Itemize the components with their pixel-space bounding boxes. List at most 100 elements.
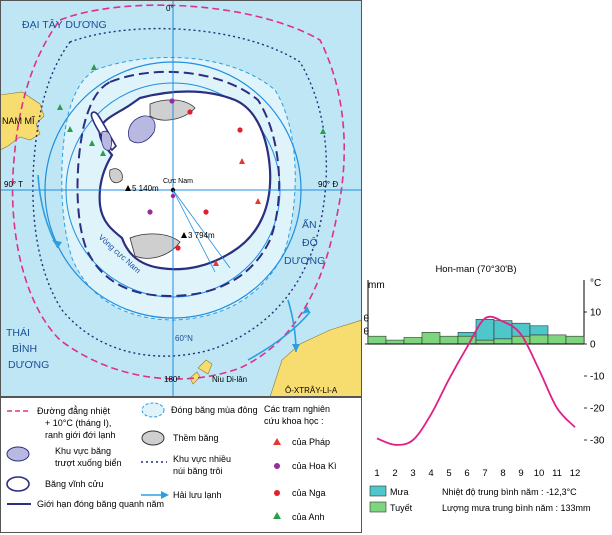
station-russia-marker	[175, 245, 181, 251]
south-america-label: NAM MĨ	[2, 116, 35, 126]
legend-permanent-ice-symbol	[6, 476, 30, 492]
legend-isotherm-label-3: ranh giới đới lạnh	[45, 430, 115, 440]
legend-stations-title-2: cứu khoa học :	[264, 416, 324, 426]
pacific-ocean-label-2: BÌNH	[12, 342, 37, 355]
legend-winter-ice-symbol	[141, 402, 165, 418]
snow-bar	[421, 332, 441, 345]
snow-legend-swatch	[369, 501, 387, 513]
month-label: 10	[534, 468, 545, 479]
legend-station-uk-label: của Anh	[292, 512, 325, 522]
chart-title: Hon-man (70°30'B)	[435, 264, 516, 275]
snow-bar	[529, 334, 549, 345]
peak-marker	[181, 232, 187, 238]
station-usa-marker	[169, 98, 175, 104]
legend-permanent-ice-label: Băng vĩnh cửu	[45, 479, 104, 489]
annual-temperature-note: Nhiệt độ trung bình năm : -12,3°C	[442, 487, 577, 497]
rain-bar	[529, 325, 549, 336]
meridian-90w-label: 90° T	[4, 180, 23, 189]
antarctica-map: ĐẠI TÂY DƯƠNG ẤN ĐỘ DƯƠNG THÁI BÌNH DƯƠN…	[0, 0, 362, 397]
australia-land	[269, 319, 362, 397]
legend-ice-shelf-symbol	[141, 430, 165, 446]
month-label: 1	[374, 468, 379, 479]
right-tick-label: 0	[590, 340, 596, 351]
legend-isotherm-label-2: + 10°C (tháng I),	[45, 418, 111, 428]
month-label: 5	[446, 468, 451, 479]
left-tick-label: 20	[364, 314, 370, 325]
legend-station-russia-symbol	[274, 490, 280, 496]
rain-legend-swatch	[369, 485, 387, 497]
isotherm-10c-line	[11, 4, 346, 380]
meridian-0-label: 0°	[166, 4, 174, 13]
month-label: 2	[392, 468, 397, 479]
snow-bar	[403, 337, 423, 345]
legend-station-uk-symbol	[273, 512, 281, 519]
snow-bar	[547, 334, 567, 345]
legend-icebergs-label-1: Khu vực nhiều	[173, 454, 231, 464]
map-legend: Đường đẳng nhiệt + 10°C (tháng I), ranh …	[0, 397, 362, 533]
legend-station-russia-label: của Nga	[292, 488, 326, 498]
peak-marker	[125, 185, 131, 191]
legend-winter-ice-label: Đóng băng mùa đông	[171, 405, 258, 415]
station-russia-marker	[187, 109, 193, 115]
australia-label: Ô-XTRÂY-LI-A	[285, 386, 338, 395]
snow-bar	[385, 339, 405, 345]
snow-bar	[475, 339, 495, 345]
peak-1-label: 5 140m	[132, 184, 159, 193]
climate-chart: Hon-man (70°30'B) mm °C 20100100-10-20-3…	[364, 264, 605, 513]
rain-bar	[475, 318, 495, 341]
meridian-90e-label: 90° Đ	[318, 180, 338, 189]
peak-2-label: 3 794m	[188, 231, 215, 240]
rain-bar	[493, 320, 513, 340]
legend-stations-title-1: Các trạm nghiên	[264, 404, 330, 414]
month-label: 7	[482, 468, 487, 479]
snow-bar	[367, 335, 387, 345]
station-russia-marker	[203, 209, 209, 215]
snow-bar	[565, 335, 585, 345]
parallel-60-label: 60°N	[175, 334, 193, 343]
snow-bar	[511, 335, 531, 345]
station-uk-marker	[100, 150, 106, 156]
legend-glacier-symbol	[6, 446, 30, 462]
station-uk-marker	[91, 64, 97, 70]
month-label: 8	[500, 468, 505, 479]
station-usa-marker	[147, 209, 153, 215]
month-label: 6	[464, 468, 469, 479]
station-usa-marker	[170, 193, 176, 199]
right-tick-label: -30	[590, 436, 605, 447]
new-zealand-land	[197, 359, 213, 375]
new-zealand-label: Niu Di-lân	[212, 375, 247, 384]
year-round-ice-limit	[76, 70, 281, 298]
south-pole-label: Cực Nam	[163, 178, 193, 185]
month-label: 4	[428, 468, 433, 479]
legend-ice-shelf-label: Thềm băng	[173, 433, 219, 443]
station-uk-marker	[67, 126, 73, 132]
legend-glacier-label-2: trượt xuống biển	[55, 458, 121, 468]
indian-ocean-label-2: ĐỘ	[302, 236, 318, 249]
legend-cold-current-label: Hải lưu lạnh	[173, 490, 222, 500]
south-america-land	[0, 91, 45, 151]
month-label: 9	[518, 468, 523, 479]
station-uk-marker	[57, 104, 63, 110]
station-france-marker	[213, 260, 219, 266]
station-uk-marker	[89, 140, 95, 146]
atlantic-ocean-label: ĐẠI TÂY DƯƠNG	[22, 18, 107, 31]
station-france-marker	[255, 198, 261, 204]
left-axis-unit: mm	[368, 280, 385, 291]
legend-isotherm-label-1: Đường đẳng nhiệt	[37, 405, 110, 416]
right-axis-unit: °C	[590, 278, 601, 289]
snow-bar	[493, 338, 513, 345]
pacific-ocean-label-3: DƯƠNG	[8, 359, 49, 371]
temperature-line	[376, 315, 576, 446]
ross-ice-shelf	[129, 233, 181, 259]
indian-ocean-label-3: DƯƠNG	[284, 255, 325, 267]
station-uk-marker	[320, 128, 326, 134]
snow-legend-label: Tuyết	[390, 503, 413, 513]
legend-station-france-symbol	[273, 438, 281, 445]
snow-bar	[439, 335, 459, 345]
rain-legend-label: Mưa	[390, 487, 409, 497]
legend-ice-limit-label: Giới hạn đóng băng quanh năm	[37, 499, 164, 509]
month-label: 12	[570, 468, 581, 479]
legend-icebergs-label-2: núi băng trôi	[173, 466, 223, 476]
indian-ocean-label-1: ẤN	[302, 218, 317, 231]
station-france-marker	[239, 158, 245, 164]
